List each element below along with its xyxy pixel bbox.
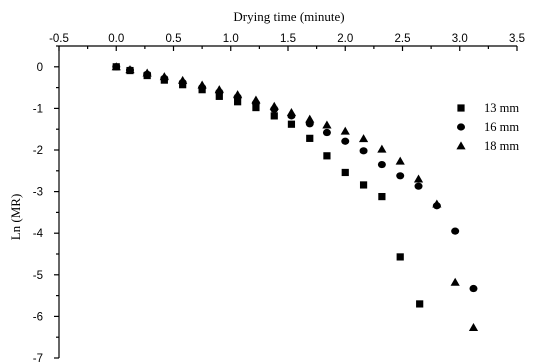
data-point bbox=[305, 114, 315, 123]
series-circle bbox=[112, 63, 478, 293]
data-point bbox=[341, 137, 350, 145]
x-tick-label: 1.5 bbox=[280, 33, 296, 45]
legend-marker bbox=[456, 141, 466, 150]
data-point bbox=[159, 72, 169, 81]
legend-marker bbox=[457, 123, 465, 131]
x-tick-label: 3.0 bbox=[452, 33, 468, 45]
data-point bbox=[142, 68, 152, 77]
legend-label: 13 mm bbox=[484, 101, 519, 115]
legend-label: 16 mm bbox=[484, 120, 519, 134]
series-triangle bbox=[111, 62, 479, 332]
data-point bbox=[269, 101, 279, 110]
data-point bbox=[377, 144, 387, 153]
axes: -0.5 0.0 0.5 1.0 1.5 2.0 2.5 3.0 3.5 0 -1 -2 -3 -4 -5 -… bbox=[33, 33, 525, 363]
x-tick-label: 0.5 bbox=[166, 33, 182, 45]
data-point bbox=[469, 284, 478, 293]
data-point bbox=[340, 126, 350, 135]
y-tick-label: -7 bbox=[33, 353, 43, 363]
y-axis-title: Ln (MR) bbox=[8, 194, 23, 241]
data-point bbox=[178, 75, 188, 84]
data-point bbox=[432, 199, 442, 208]
legend-label: 18 mm bbox=[484, 139, 519, 153]
x-tick-label: 3.5 bbox=[509, 33, 525, 45]
legend-marker bbox=[457, 104, 465, 112]
legend: 13 mm 16 mm 18 mm bbox=[456, 101, 519, 153]
data-point bbox=[125, 65, 135, 74]
data-point bbox=[359, 147, 368, 155]
y-tick-label: -5 bbox=[33, 270, 43, 282]
data-point bbox=[214, 85, 224, 94]
data-point bbox=[395, 156, 405, 165]
y-tick-label: -4 bbox=[33, 228, 44, 240]
data-point bbox=[396, 172, 405, 180]
data-points bbox=[111, 62, 479, 332]
data-point bbox=[286, 107, 297, 116]
y-tick-label: 0 bbox=[37, 62, 43, 74]
data-point bbox=[378, 192, 386, 201]
data-point bbox=[215, 92, 223, 100]
data-point bbox=[396, 253, 404, 261]
x-tick-label: 0.0 bbox=[108, 33, 124, 45]
data-point bbox=[451, 227, 460, 235]
data-point bbox=[450, 277, 460, 286]
data-point bbox=[413, 174, 424, 183]
data-point bbox=[233, 90, 243, 99]
data-point bbox=[197, 80, 207, 89]
data-point bbox=[234, 98, 242, 106]
data-point bbox=[358, 134, 369, 143]
x-axis-title: Drying time (minute) bbox=[233, 9, 344, 24]
x-tick-label: 2.0 bbox=[337, 33, 353, 45]
data-point bbox=[270, 112, 278, 120]
y-tick-label: -2 bbox=[33, 145, 43, 157]
data-point bbox=[251, 95, 261, 104]
x-tick-label: 2.5 bbox=[395, 33, 411, 45]
data-point bbox=[341, 168, 349, 177]
data-point bbox=[287, 120, 296, 128]
y-tick-label: -1 bbox=[33, 103, 43, 115]
data-point bbox=[111, 62, 121, 71]
y-tick-label: -3 bbox=[33, 187, 43, 199]
data-point bbox=[414, 182, 423, 190]
data-point bbox=[416, 300, 424, 308]
x-tick-label: -0.5 bbox=[49, 33, 69, 45]
data-point bbox=[322, 120, 332, 129]
data-point bbox=[468, 323, 479, 332]
data-point bbox=[377, 160, 386, 169]
data-point bbox=[306, 134, 314, 142]
data-point bbox=[322, 128, 331, 137]
x-tick-label: 1.0 bbox=[223, 33, 239, 45]
y-tick-label: -6 bbox=[33, 311, 43, 323]
series-square bbox=[112, 63, 424, 308]
data-point bbox=[359, 181, 368, 189]
data-point bbox=[252, 103, 260, 112]
data-point bbox=[323, 152, 331, 160]
